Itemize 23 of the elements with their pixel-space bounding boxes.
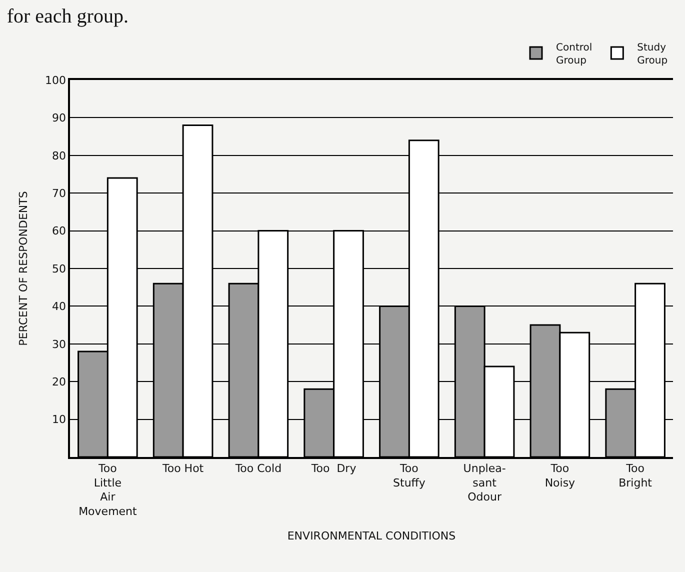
x-tick-label: Too Cold <box>234 462 282 475</box>
x-tick-label: Too Little Air Movement <box>78 462 138 518</box>
y-tick-label: 70 <box>52 186 66 200</box>
x-tick-label: Too Noisy <box>544 462 576 490</box>
y-axis-title: PERCENT OF RESPONDENTS <box>17 191 30 346</box>
x-tick-label: Too Hot <box>161 462 204 475</box>
y-tick-label: 20 <box>52 375 66 388</box>
y-tick-label: 90 <box>52 112 66 125</box>
y-tick-label: 30 <box>52 338 66 351</box>
legend-label: Study Group <box>637 42 668 66</box>
x-axis-title: ENVIRONMENTAL CONDITIONS <box>287 530 456 543</box>
y-tick-label: 50 <box>52 262 66 276</box>
y-tick-label: 40 <box>52 300 66 314</box>
x-tick-label: Too Bright <box>618 462 653 490</box>
legend-label: Control Group <box>556 42 592 66</box>
y-tick-label: 100 <box>45 74 66 87</box>
y-tick-label: 60 <box>52 224 66 238</box>
y-tick-label: 10 <box>52 413 66 426</box>
x-tick-label: Unplea- sant Odour <box>463 462 506 504</box>
y-tick-label: 80 <box>52 149 66 162</box>
x-tick-label: Too Stuffy <box>393 462 426 490</box>
x-tick-label: Too Dry <box>310 462 357 475</box>
chart-title: for each group. <box>6 6 128 28</box>
